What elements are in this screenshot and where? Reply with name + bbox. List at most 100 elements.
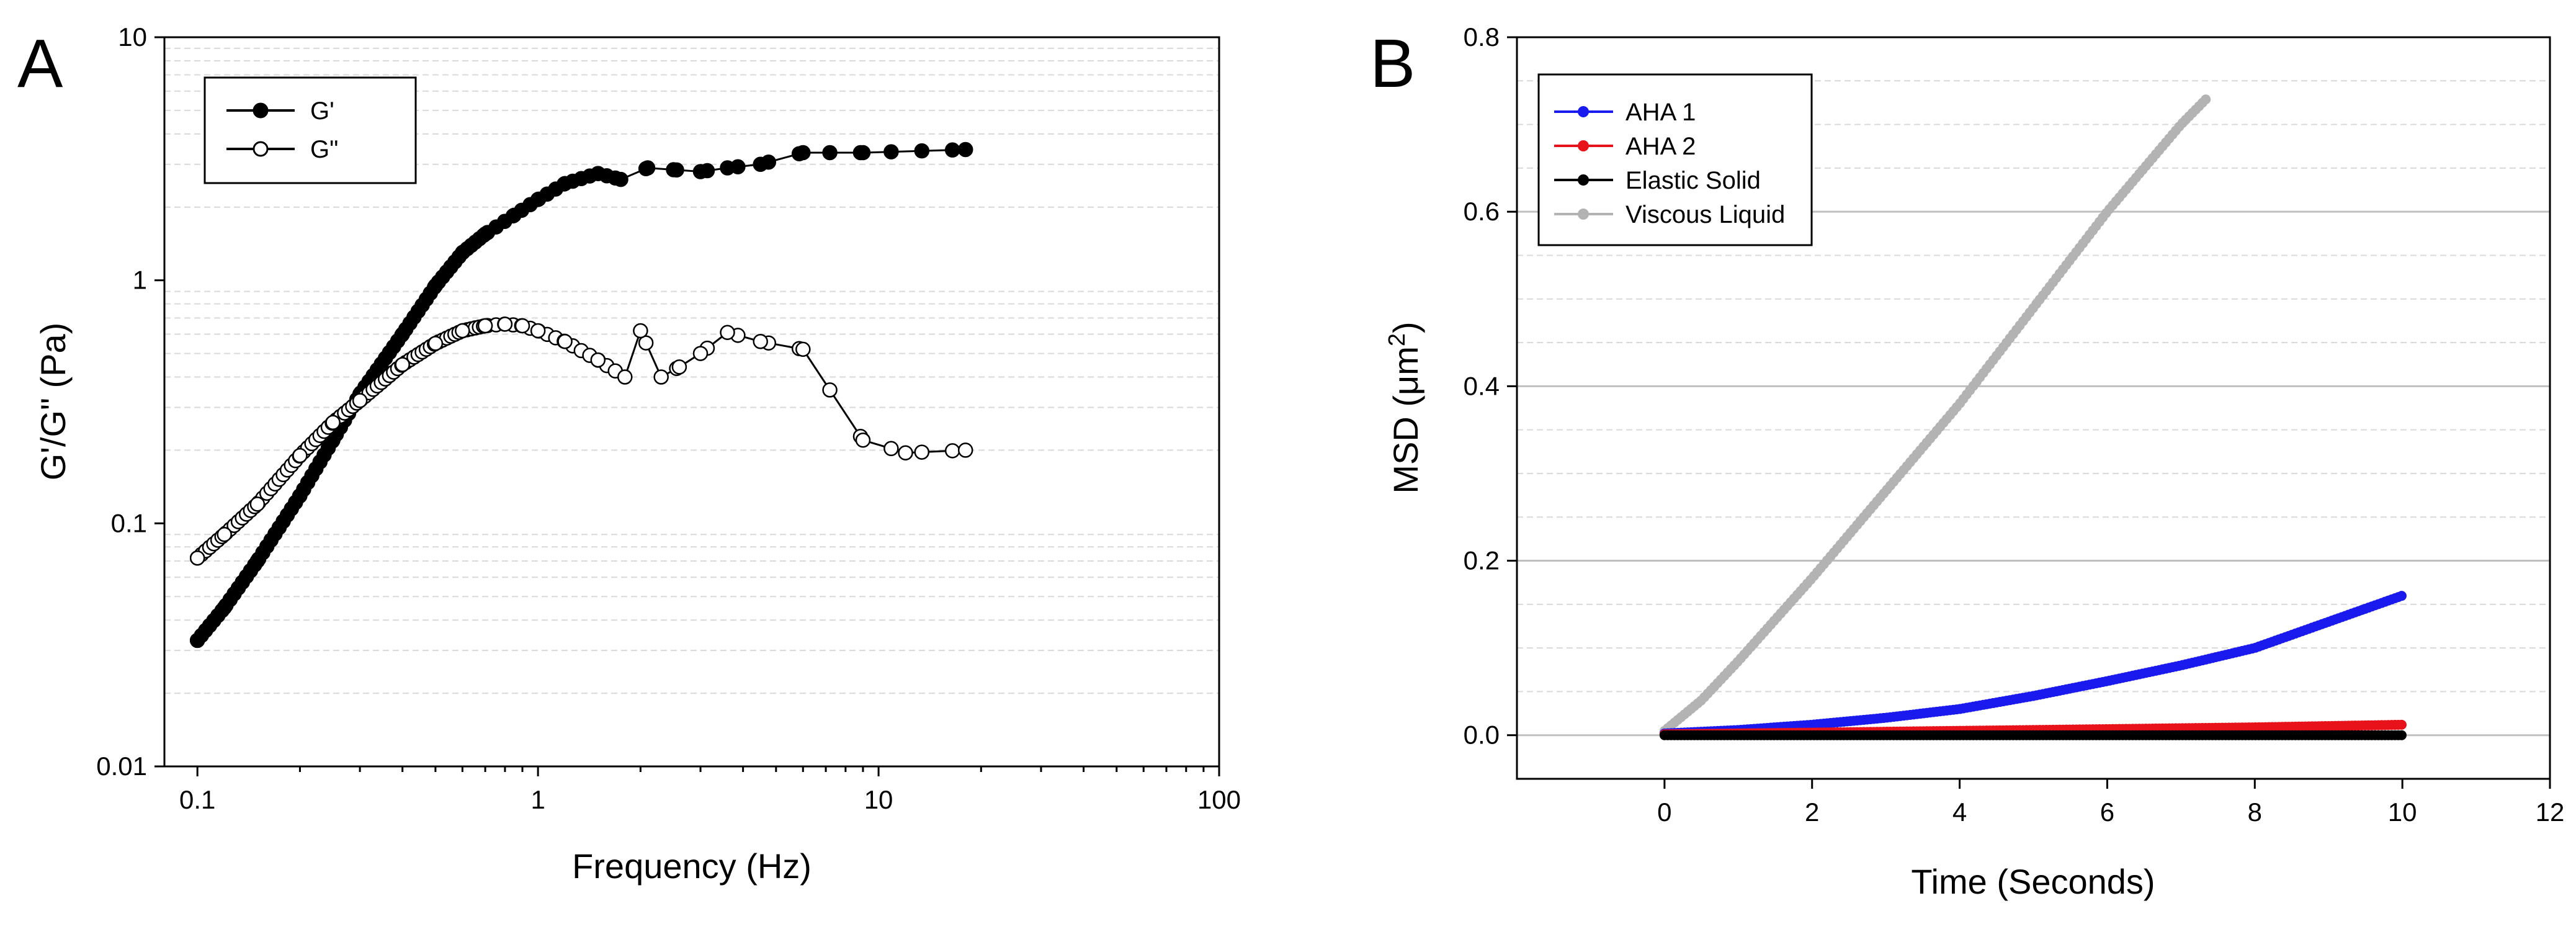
panel-b-data-point <box>2201 94 2211 105</box>
panel-a-chart: A 0.1 1 10 100 0.01 0.1 1 10 Frequency (Hz) G'/… <box>17 22 1241 886</box>
panel-a-data-point <box>822 145 838 161</box>
panel-b-x-tick-label: 0 <box>1657 797 1671 827</box>
panel-b-legend-label: Viscous Liquid <box>1626 201 1785 228</box>
panel-b-x-axis-title: Time (Seconds) <box>1911 862 2155 901</box>
panel-b-x-tick-label: 12 <box>2536 797 2565 827</box>
panel-a-data-point <box>557 334 573 349</box>
panel-b-y-tick-label: 0.4 <box>1464 371 1500 400</box>
panel-a-legend-box <box>203 76 417 184</box>
panel-a-data-point <box>292 447 308 464</box>
panel-b-y-tick-label: 0.0 <box>1464 720 1500 750</box>
panel-a-data-point <box>638 335 654 351</box>
panel-b-y-tick-label: 0.2 <box>1464 546 1500 575</box>
panel-b-legend-marker <box>1578 106 1589 117</box>
panel-a-data-point <box>325 415 341 431</box>
panel-a-data-point <box>795 145 811 161</box>
panel-a-data-point <box>666 162 681 177</box>
panel-a-data-point <box>957 442 973 458</box>
panel-a-data-point <box>530 323 546 339</box>
panel-b-legend: AHA 1 AHA 2 Elastic Solid Viscous Liquid <box>1537 73 1813 246</box>
panel-b-data-point <box>2396 730 2407 740</box>
panel-b-label: B <box>1370 25 1415 102</box>
panel-a-data-point <box>720 325 735 340</box>
panel-a-data-point <box>613 171 628 187</box>
panel-b-chart: B 0 2 4 6 8 10 12 0.0 0.2 0.4 0.6 0.8 Time (Seconds… <box>1370 22 2564 901</box>
panel-a-y-tick-label: 10 <box>118 22 147 52</box>
panel-a-data-point <box>395 326 410 342</box>
panel-a-data-point <box>692 164 709 179</box>
panel-a-label: A <box>17 25 63 102</box>
legend-gdoubleprime-marker <box>253 141 269 157</box>
panel-a-y-tick-label: 0.01 <box>96 752 147 781</box>
panel-b-legend-label: AHA 2 <box>1626 133 1696 160</box>
panel-a-legend: G' G" <box>203 76 417 184</box>
legend-gprime-label: G' <box>310 97 334 125</box>
panel-b-y-axis-title-main: MSD (μm <box>1386 346 1425 494</box>
panel-a-data-point <box>352 393 368 408</box>
panel-a-data-point <box>753 334 768 349</box>
legend-gdoubleprime-label: G" <box>310 136 338 163</box>
panel-a-grid <box>164 47 1219 694</box>
panel-a-data-point <box>325 432 341 448</box>
panel-a-y-axis-title: G'/G" (Pa) <box>34 323 73 481</box>
panel-a-x-tick-label: 1 <box>530 785 545 814</box>
panel-a-x-tick-label: 0.1 <box>179 785 215 814</box>
panel-a-data-point <box>653 369 669 385</box>
panel-a-data-point <box>720 160 735 176</box>
panel-a-x-tick-label: 10 <box>864 785 893 814</box>
panel-b-data-point <box>2396 719 2407 730</box>
panel-b-x-tick-label: 10 <box>2388 797 2417 827</box>
panel-a-data-point <box>455 323 470 339</box>
panel-a-data-point <box>217 527 232 542</box>
panel-a-data-point <box>855 145 871 161</box>
panel-b-x-tick-label: 6 <box>2100 797 2114 827</box>
panel-a-y-tick-label: 0.1 <box>111 508 147 537</box>
panel-a-data-point <box>292 488 308 503</box>
panel-a-ticks: 0.1 1 10 100 0.01 0.1 1 10 <box>96 22 1241 814</box>
panel-a-series <box>189 141 973 649</box>
panel-b-plot-frame <box>1516 36 2551 780</box>
panel-b-y-axis-title-sup: 2 <box>1384 333 1410 346</box>
panel-b-series <box>1659 94 2407 740</box>
panel-a-data-point <box>795 341 811 357</box>
panel-a-data-point <box>497 316 513 332</box>
panel-b-legend-label: AHA 1 <box>1626 99 1696 126</box>
panel-a-data-point <box>249 496 266 512</box>
panel-a-data-point <box>822 382 838 398</box>
panel-a-x-axis-title: Frequency (Hz) <box>572 846 812 886</box>
panel-b-legend-marker <box>1578 209 1589 220</box>
panel-a-data-point <box>617 369 633 385</box>
panel-a-data-point <box>395 357 410 372</box>
panel-a-x-tick-label: 100 <box>1197 785 1241 814</box>
panel-a-data-point <box>514 318 530 334</box>
panel-b-x-tick-label: 4 <box>1952 797 1967 827</box>
panel-a-data-point <box>944 142 960 158</box>
panel-a-data-point <box>753 156 768 173</box>
panel-a-data-point <box>427 336 444 351</box>
panel-a-data-point <box>477 226 493 242</box>
panel-a-data-point <box>217 599 232 616</box>
panel-b-legend-label: Elastic Solid <box>1626 167 1761 194</box>
panel-a-data-point <box>189 550 205 566</box>
panel-a-data-point <box>883 144 899 159</box>
panel-a-data-point <box>855 432 871 448</box>
panel-a-data-point <box>249 553 266 569</box>
panel-a-data-point <box>957 141 973 158</box>
panel-b-ticks: 0 2 4 6 8 10 12 0.0 0.2 0.4 0.6 0.8 <box>1464 22 2565 827</box>
panel-a-data-point <box>640 160 656 176</box>
panel-a-data-point <box>590 166 606 181</box>
panel-a-data-point <box>914 444 930 460</box>
panel-a-data-point <box>477 318 493 334</box>
panel-a-y-tick-label: 1 <box>133 266 147 295</box>
panel-a-data-point <box>427 278 444 294</box>
panel-a-data-point <box>530 192 546 207</box>
panel-b-y-tick-label: 0.6 <box>1464 197 1500 226</box>
panel-a-data-point <box>557 176 573 192</box>
panel-b-x-tick-label: 2 <box>1805 797 1819 827</box>
panel-b-legend-marker <box>1578 174 1589 186</box>
panel-a-data-point <box>692 346 709 361</box>
panel-b-data-point <box>2396 591 2407 601</box>
panel-b-y-axis-title: MSD (μm2) <box>1384 321 1425 493</box>
legend-gprime-marker <box>253 102 269 119</box>
panel-b-y-axis-title-end: ) <box>1386 321 1425 333</box>
